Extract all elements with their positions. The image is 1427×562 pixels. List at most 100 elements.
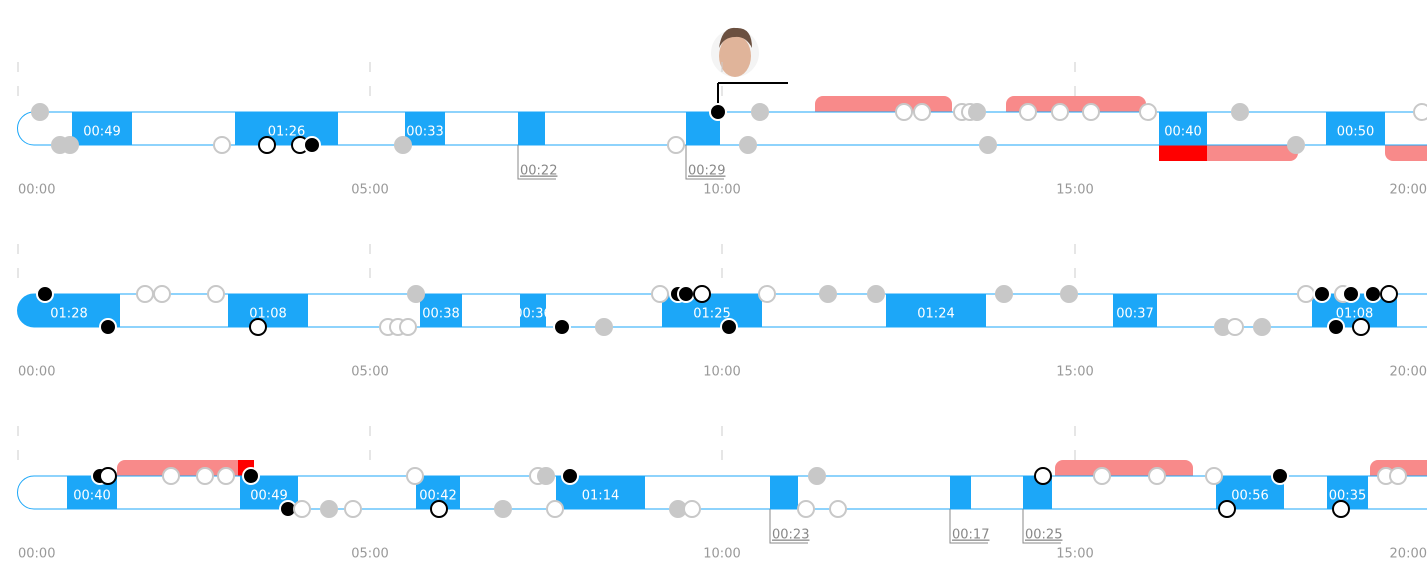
- event-marker: [1083, 104, 1099, 120]
- event-marker: [395, 137, 411, 153]
- event-marker: [809, 468, 825, 484]
- block-label: 00:50: [1337, 125, 1374, 140]
- event-marker: [652, 286, 668, 302]
- block-label: 00:25: [1025, 528, 1062, 543]
- event-marker: [1328, 319, 1344, 335]
- event-marker: [1227, 319, 1243, 335]
- block-label: 01:14: [582, 489, 619, 504]
- axis-label: 20:00: [1390, 365, 1427, 380]
- axis-label: 20:00: [1390, 183, 1427, 198]
- timeline: 00:4901:2600:3300:2200:2900:4000:5000:00…: [0, 0, 1427, 562]
- event-marker: [668, 137, 684, 153]
- block: [518, 112, 545, 145]
- event-marker: [914, 104, 930, 120]
- event-marker: [538, 468, 554, 484]
- block-label: 00:40: [73, 489, 110, 504]
- event-marker: [321, 501, 337, 517]
- event-marker: [431, 501, 447, 517]
- event-marker: [1288, 137, 1304, 153]
- event-marker: [1061, 286, 1077, 302]
- block-label: 00:38: [422, 307, 459, 322]
- event-marker: [1140, 104, 1156, 120]
- event-marker: [407, 468, 423, 484]
- event-marker: [1314, 286, 1330, 302]
- event-marker: [1232, 104, 1248, 120]
- event-marker: [1381, 286, 1397, 302]
- block-label: 00:37: [1116, 307, 1153, 322]
- event-marker: [32, 104, 48, 120]
- event-marker: [820, 286, 836, 302]
- event-marker: [400, 319, 416, 335]
- event-marker: [678, 286, 694, 302]
- event-marker: [495, 501, 511, 517]
- event-marker: [1414, 104, 1427, 120]
- event-marker: [1390, 468, 1406, 484]
- axis-label: 05:00: [351, 183, 388, 198]
- event-marker: [710, 104, 726, 120]
- penalty-bar-square: [1055, 468, 1193, 476]
- block-label: 00:33: [406, 125, 443, 140]
- event-marker: [214, 137, 230, 153]
- block-label: 00:40: [1164, 125, 1201, 140]
- block-label: 00:29: [688, 164, 725, 179]
- event-marker: [969, 104, 985, 120]
- event-marker: [137, 286, 153, 302]
- penalty-bar-square: [815, 104, 952, 112]
- event-marker: [759, 286, 775, 302]
- axis-label: 00:00: [18, 547, 55, 562]
- event-marker: [547, 501, 563, 517]
- block-label: 00:22: [520, 164, 557, 179]
- axis-label: 15:00: [1056, 365, 1093, 380]
- axis-label: 15:00: [1056, 183, 1093, 198]
- event-marker: [100, 468, 116, 484]
- block-label: 01:08: [1336, 307, 1373, 322]
- event-marker: [1206, 468, 1222, 484]
- event-marker: [243, 468, 259, 484]
- event-marker: [1333, 501, 1349, 517]
- event-marker: [694, 286, 710, 302]
- event-marker: [37, 286, 53, 302]
- event-marker: [1365, 286, 1381, 302]
- block: [950, 476, 971, 509]
- axis-label: 10:00: [703, 365, 740, 380]
- event-marker: [218, 468, 234, 484]
- event-marker: [1020, 104, 1036, 120]
- event-marker: [154, 286, 170, 302]
- event-marker: [163, 468, 179, 484]
- block-label: 00:17: [952, 528, 989, 543]
- event-marker: [1094, 468, 1110, 484]
- timeline-row: 01:2801:0800:3800:3601:2501:2400:3701:08…: [18, 244, 1427, 380]
- event-marker: [554, 319, 570, 335]
- event-marker: [304, 137, 320, 153]
- event-marker: [259, 137, 275, 153]
- axis-label: 20:00: [1390, 547, 1427, 562]
- axis-label: 05:00: [351, 547, 388, 562]
- event-marker: [798, 501, 814, 517]
- event-marker: [1052, 104, 1068, 120]
- penalty-active: [1159, 145, 1207, 161]
- block-label: 01:24: [917, 307, 954, 322]
- axis-label: 10:00: [703, 183, 740, 198]
- penalty-bar-square: [1385, 145, 1427, 153]
- block-label: 00:49: [83, 125, 120, 140]
- axis-label: 10:00: [703, 547, 740, 562]
- event-marker: [830, 501, 846, 517]
- event-marker: [721, 319, 737, 335]
- event-marker: [62, 137, 78, 153]
- event-marker: [740, 137, 756, 153]
- event-marker: [408, 286, 424, 302]
- axis-label: 15:00: [1056, 547, 1093, 562]
- event-marker: [562, 468, 578, 484]
- block-label: 00:49: [250, 489, 287, 504]
- axis-label: 00:00: [18, 183, 55, 198]
- event-marker: [1035, 468, 1051, 484]
- event-marker: [752, 104, 768, 120]
- axis-label: 05:00: [351, 365, 388, 380]
- event-marker: [1254, 319, 1270, 335]
- event-marker: [684, 501, 700, 517]
- event-marker: [100, 319, 116, 335]
- event-marker: [1343, 286, 1359, 302]
- event-marker: [1353, 319, 1369, 335]
- event-marker: [980, 137, 996, 153]
